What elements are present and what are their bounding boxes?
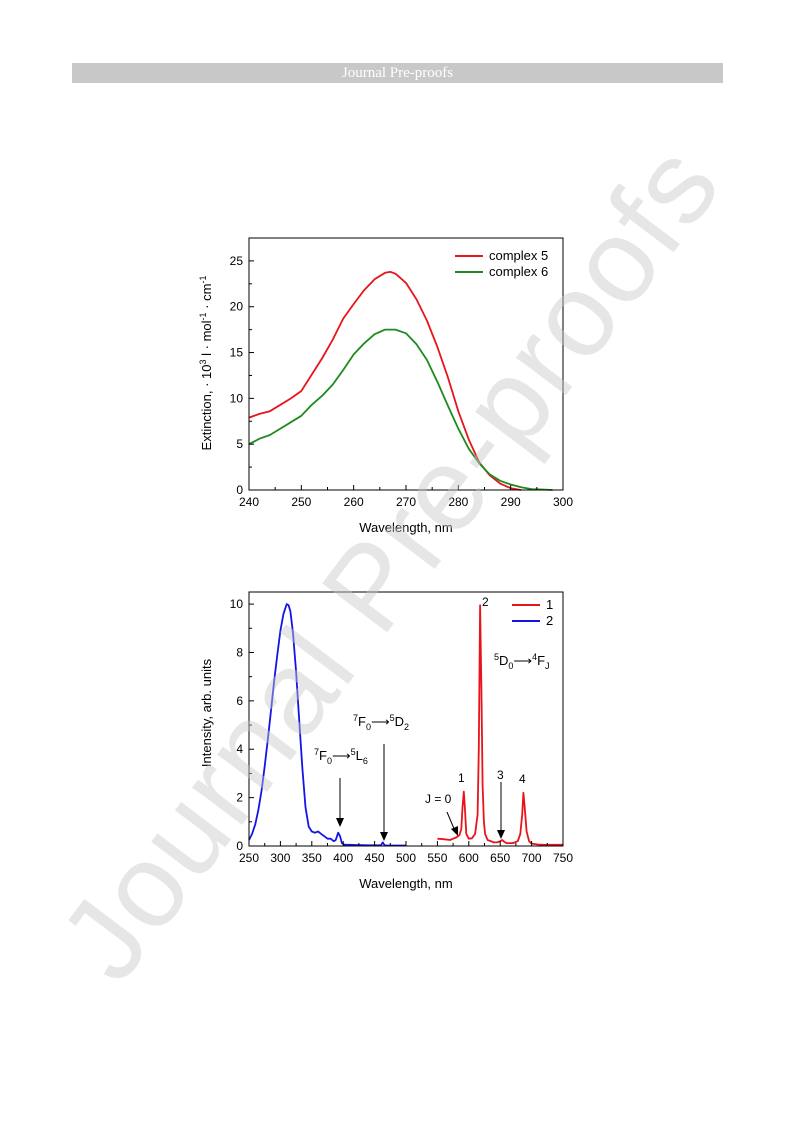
c1-ytick-label: 25 [230, 254, 244, 268]
c1-xtick-label: 250 [291, 495, 311, 509]
journal-header-title: Journal Pre-proofs [341, 65, 454, 81]
c1-xtick-label: 300 [553, 495, 573, 509]
c1-legend-label-0: complex 5 [489, 248, 548, 263]
c1-xtick-label: 290 [501, 495, 521, 509]
c1-xtick-label: 240 [239, 495, 259, 509]
c1-ytick-label: 10 [230, 391, 244, 405]
c1-xtick-label: 260 [344, 495, 364, 509]
c1-series-line-1 [248, 328, 553, 491]
c1-ytick-label: 15 [230, 346, 244, 360]
chart1-xlabel: Wavelength, nm [359, 520, 452, 535]
c1-xtick-label: 270 [396, 495, 416, 509]
c1-series-line-0 [248, 271, 522, 491]
journal-header-bar: Journal Pre-proofs [72, 63, 723, 83]
c1-ytick-label: 0 [236, 483, 243, 497]
chart1-ylabel: Extinction, · 103 l · mol-1 · cm-1 [198, 276, 214, 451]
c1-ytick-label: 5 [236, 437, 243, 451]
c1-xtick-label: 280 [448, 495, 468, 509]
c1-legend-label-1: complex 6 [489, 264, 548, 279]
c1-ytick-label: 20 [230, 300, 244, 314]
